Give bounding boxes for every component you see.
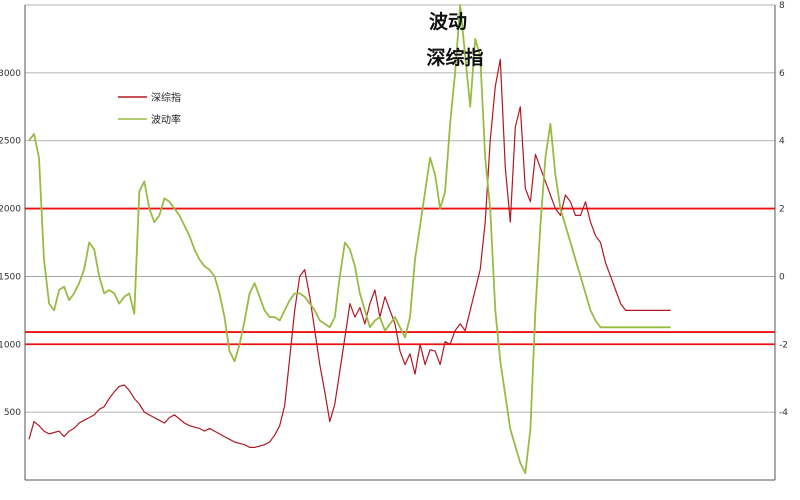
right-tick-label-0: -4 [779,408,788,418]
right-tick-label-2: 0 [779,272,785,282]
right-tick-label-3: 2 [779,205,785,215]
left-tick-label-2: 1500 [0,272,21,282]
right-tick-label-1: -2 [779,340,788,350]
series-line-0 [28,58,671,448]
tick-labels: 500 1000 1500 2000 2500 3000 -4 -2 0 2 4 6 8 [0,1,788,418]
legend-label-szzs: 深综指 [151,91,181,104]
left-tick-label-4: 2500 [0,137,21,147]
right-tick-label-4: 4 [779,137,785,147]
legend-label-vol: 波动率 [151,113,181,126]
left-tick-label-0: 500 [4,408,21,418]
axis-layer [24,5,776,481]
right-tick-label-5: 6 [779,69,785,79]
left-tick-label-1: 1000 [0,340,21,350]
series-layer [28,4,671,475]
left-tick-label-3: 2000 [0,205,21,215]
series-line-1 [28,4,671,475]
legend: 深综指 波动率 [118,91,181,126]
left-tick-label-5: 3000 [0,69,21,79]
chart-title-line-1: 波动 [429,10,467,33]
chart-title-line-2: 深综指 [426,46,483,69]
right-tick-label-6: 8 [779,1,785,11]
